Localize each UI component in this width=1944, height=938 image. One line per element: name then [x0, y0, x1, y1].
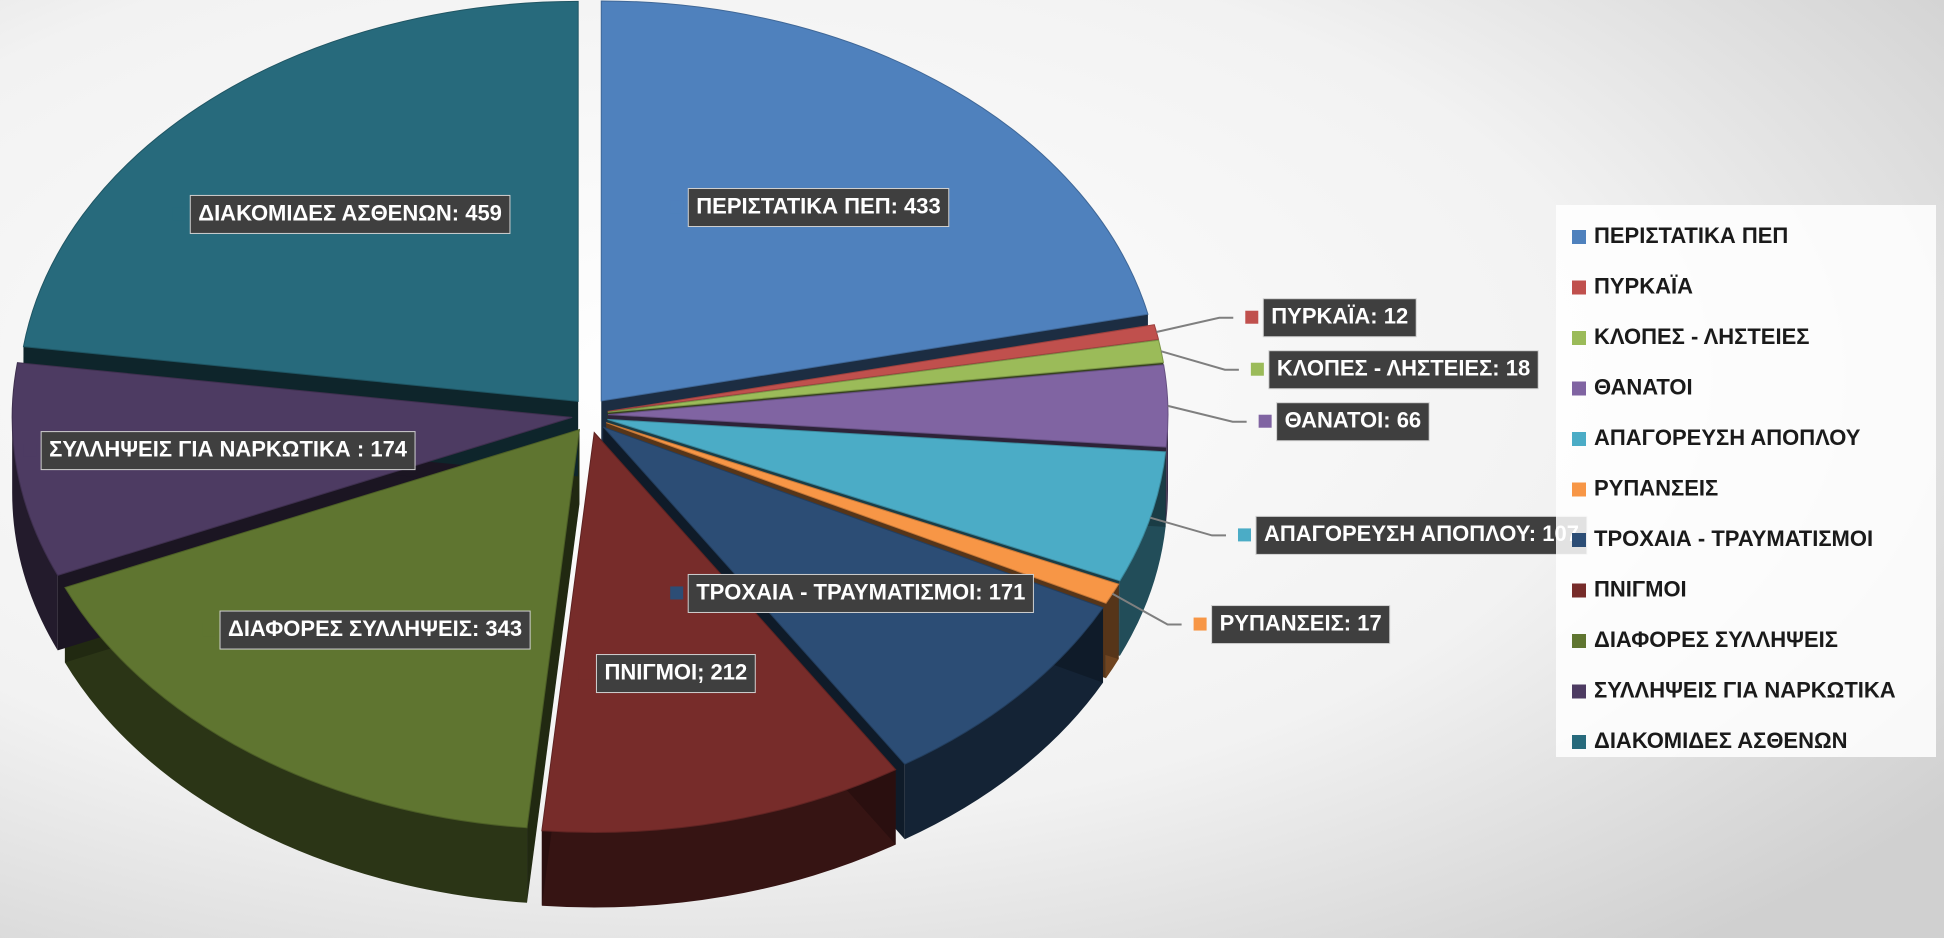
- leader-line: [1111, 592, 1182, 626]
- data-label-text: ΔΙΑΚΟΜΙΔΕΣ ΑΣΘΕΝΩΝ: 459: [198, 200, 502, 225]
- legend-swatch: [1572, 533, 1586, 547]
- data-label: ΠΥΡΚΑΪΑ: 12: [1245, 298, 1417, 338]
- slice-side: [64, 587, 528, 903]
- pie-slice: [541, 431, 897, 833]
- slice-cut: [527, 429, 580, 903]
- data-label-key: [1193, 617, 1207, 631]
- data-label: ΠΝΙΓΜΟΙ; 212: [578, 654, 756, 694]
- data-label-key: [1250, 362, 1264, 376]
- legend-swatch: [1572, 432, 1586, 446]
- data-label-key: [1245, 310, 1259, 324]
- legend-label: ΘΑΝΑΤΟΙ: [1594, 374, 1693, 399]
- data-label-box: [595, 654, 756, 694]
- data-label-text: ΘΑΝΑΤΟΙ: 66: [1285, 408, 1422, 433]
- leader-line: [1160, 350, 1239, 371]
- pie-slice: [607, 364, 1169, 448]
- leader-line: [1156, 316, 1234, 333]
- data-label: ΔΙΑΚΟΜΙΔΕΣ ΑΣΘΕΝΩΝ: 459: [172, 194, 511, 234]
- legend-label: ΔΙΑΦΟΡΕΣ ΣΥΛΛΗΨΕΙΣ: [1594, 627, 1838, 652]
- legend: ΠΕΡΙΣΤΑΤΙΚΑ ΠΕΠ ΠΥΡΚΑΪΑ ΚΛΟΠΕΣ - ΛΗΣΤΕΙΕΣ Θ…: [1572, 223, 1896, 753]
- data-label-key: [578, 666, 592, 680]
- data-label-box: [1211, 605, 1391, 645]
- data-label: ΚΛΟΠΕΣ - ΛΗΣΤΕΙΕΣ: 18: [1250, 350, 1539, 390]
- leader-lines: [1111, 316, 1247, 626]
- data-label-text: ΠΥΡΚΑΪΑ: 12: [1271, 304, 1408, 329]
- data-label-box: [1255, 515, 1588, 555]
- legend-label: ΠΕΡΙΣΤΑΤΙΚΑ ΠΕΠ: [1594, 223, 1788, 248]
- leader-line: [1167, 404, 1247, 423]
- data-label-key: [1258, 414, 1272, 428]
- data-label-box: [687, 573, 1034, 613]
- data-label-key: [172, 207, 186, 221]
- legend-swatch: [1572, 634, 1586, 648]
- data-label-text: ΠΝΙΓΜΟΙ; 212: [604, 659, 747, 684]
- data-label: ΤΡΟΧΑΙΑ - ΤΡΑΥΜΑΤΙΣΜΟΙ: 171: [670, 573, 1034, 613]
- legend-label: ΚΛΟΠΕΣ - ΛΗΣΤΕΙΕΣ: [1594, 324, 1809, 349]
- data-label-box: [189, 194, 511, 234]
- data-label-key: [670, 586, 684, 600]
- data-label-text: ΑΠΑΓΟΡΕΥΣΗ ΑΠΟΠΛΟΥ: 107: [1264, 521, 1579, 546]
- legend-swatch: [1572, 331, 1586, 345]
- pie-slice: [607, 418, 1167, 582]
- data-label-box: [40, 431, 416, 471]
- data-label: ΘΑΝΑΤΟΙ: 66: [1258, 402, 1430, 442]
- legend-swatch: [1572, 482, 1586, 497]
- pie-slice: [607, 324, 1160, 412]
- data-label: ΠΕΡΙΣΤΑΤΙΚΑ ΠΕΠ: 433: [670, 188, 950, 228]
- data-label: ΣΥΛΛΗΨΕΙΣ ΓΙΑ ΝΑΡΚΩΤΙΚΑ : 174: [23, 431, 416, 471]
- legend-swatch: [1572, 735, 1586, 749]
- legend-swatch: [1572, 583, 1586, 598]
- legend-swatch: [1572, 684, 1586, 699]
- data-label: ΑΠΑΓΟΡΕΥΣΗ ΑΠΟΠΛΟΥ: 107: [1237, 515, 1588, 555]
- legend-label: ΡΥΠΑΝΣΕΙΣ: [1594, 475, 1718, 500]
- data-label-text: ΔΙΑΦΟΡΕΣ ΣΥΛΛΗΨΕΙΣ: 343: [228, 616, 522, 641]
- data-label-box: [219, 610, 531, 650]
- data-label-text: ΠΕΡΙΣΤΑΤΙΚΑ ΠΕΠ: 433: [696, 193, 940, 218]
- data-label-text: ΣΥΛΛΗΨΕΙΣ ΓΙΑ ΝΑΡΚΩΤΙΚΑ : 174: [49, 436, 408, 461]
- data-label-box: [687, 188, 950, 228]
- data-label-key: [23, 443, 37, 457]
- legend-label: ΔΙΑΚΟΜΙΔΕΣ ΑΣΘΕΝΩΝ: [1594, 728, 1848, 753]
- legend-label: ΣΥΛΛΗΨΕΙΣ ΓΙΑ ΝΑΡΚΩΤΙΚΑ: [1594, 677, 1896, 702]
- legend-swatch: [1572, 381, 1586, 396]
- data-labels: ΠΕΡΙΣΤΑΤΙΚΑ ΠΕΠ: 433 ΠΥΡΚΑΪΑ: 12 ΚΛΟΠΕΣ - …: [23, 188, 1588, 694]
- data-label-text: ΤΡΟΧΑΙΑ - ΤΡΑΥΜΑΤΙΣΜΟΙ: 171: [696, 579, 1025, 604]
- data-label-key: [1237, 528, 1251, 542]
- slice-side: [541, 769, 896, 908]
- data-label-key: [670, 200, 684, 214]
- legend-label: ΑΠΑΓΟΡΕΥΣΗ ΑΠΟΠΛΟΥ: [1594, 425, 1861, 450]
- data-label: ΔΙΑΦΟΡΕΣ ΣΥΛΛΗΨΕΙΣ: 343: [202, 610, 531, 650]
- data-label-text: ΚΛΟΠΕΣ - ΛΗΣΤΕΙΕΣ: 18: [1277, 356, 1530, 381]
- slice-side: [1166, 414, 1168, 523]
- legend-swatch: [1572, 280, 1586, 295]
- data-label-box: [1262, 298, 1417, 338]
- legend-swatch: [1572, 230, 1586, 244]
- slice-side: [12, 417, 58, 651]
- legend-label: ΠΝΙΓΜΟΙ: [1594, 576, 1687, 601]
- legend-box: [1556, 205, 1936, 757]
- data-label-key: [202, 623, 216, 637]
- data-label-box: [1276, 402, 1430, 442]
- legend-label: ΠΥΡΚΑΪΑ: [1594, 273, 1693, 298]
- leader-line: [1150, 516, 1226, 537]
- data-label: ΡΥΠΑΝΣΕΙΣ: 17: [1193, 605, 1391, 645]
- legend-label: ΤΡΟΧΑΙΑ - ΤΡΑΥΜΑΤΙΣΜΟΙ: [1594, 526, 1873, 551]
- data-label-box: [1268, 350, 1539, 390]
- data-label-text: ΡΥΠΑΝΣΕΙΣ: 17: [1220, 610, 1382, 635]
